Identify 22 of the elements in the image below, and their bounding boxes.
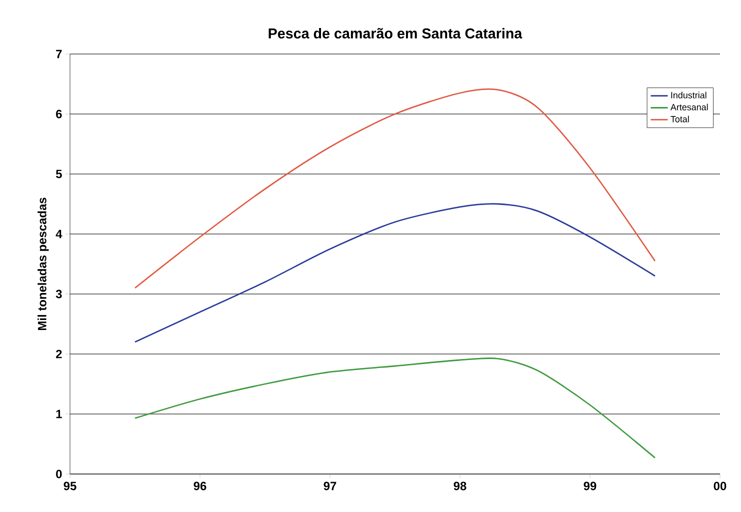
x-tick-label: 97 (324, 482, 336, 490)
x-tick-label: 00 (714, 482, 726, 490)
chart-title: Pesca de camarão em Santa Catarina (268, 28, 522, 39)
legend-label: Industrial (671, 92, 706, 98)
legend-label: Total (670, 116, 689, 122)
y-axis-title: Mil toneladas pescadas (38, 198, 49, 330)
y-tick-label: 4 (56, 230, 62, 238)
legend-label: Artesanal (670, 104, 708, 110)
line-series (134, 88, 656, 289)
x-tick-label: 98 (454, 482, 466, 490)
y-tick-label: 5 (56, 170, 62, 178)
y-tick-label: 1 (56, 410, 62, 418)
y-tick-label: 2 (56, 350, 62, 358)
y-tick-label: 0 (56, 470, 62, 478)
y-tick-label: 6 (56, 110, 62, 118)
line-series (134, 358, 656, 458)
x-tick-label: 95 (64, 482, 76, 490)
x-tick-label: 96 (194, 482, 206, 490)
x-tick-label: 99 (584, 482, 596, 490)
y-tick-label: 3 (56, 290, 62, 298)
line-series (134, 203, 656, 343)
y-tick-label: 7 (56, 50, 62, 58)
